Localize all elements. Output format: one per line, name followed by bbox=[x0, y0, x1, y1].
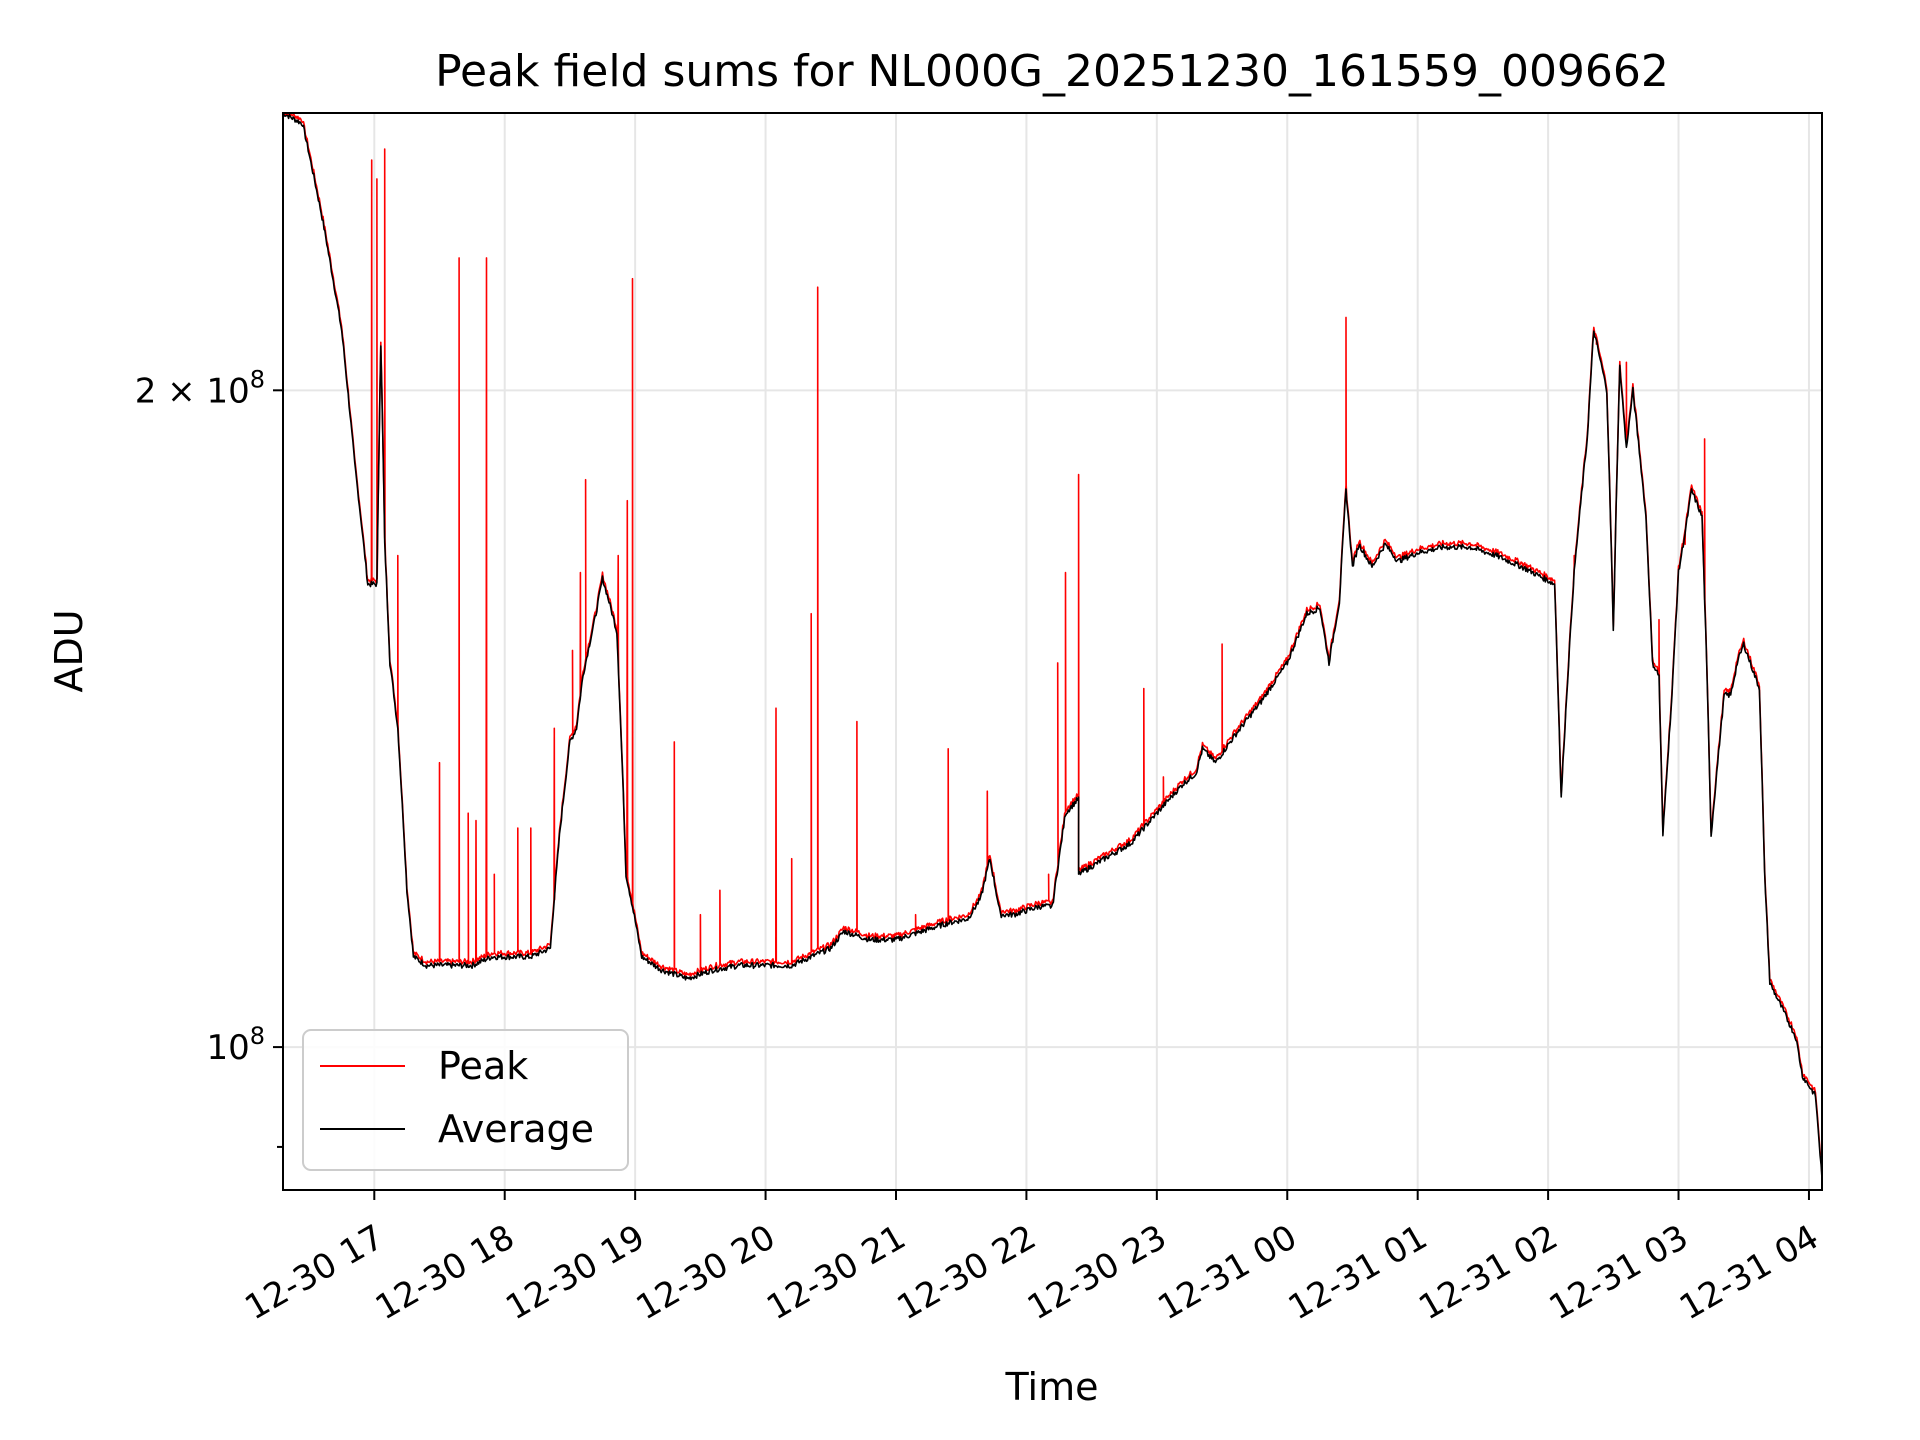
y-axis: 108 2 × 108 bbox=[135, 365, 283, 1148]
x-axis-label: Time bbox=[1005, 1365, 1099, 1409]
y-axis-label: ADU bbox=[47, 609, 91, 692]
plot-lines bbox=[283, 114, 1823, 1180]
grid bbox=[283, 113, 1822, 1190]
y-tick-label-1: 2 × 108 bbox=[135, 365, 265, 411]
legend: Peak Average bbox=[302, 1029, 629, 1171]
series-line-average bbox=[283, 114, 1823, 1180]
chart-title: Peak field sums for NL000G_20251230_1615… bbox=[435, 46, 1669, 97]
y-tick-label-0: 108 bbox=[206, 1022, 265, 1068]
plot-frame bbox=[282, 112, 1823, 1191]
legend-label-peak: Peak bbox=[438, 1044, 528, 1088]
legend-label-average: Average bbox=[438, 1107, 594, 1151]
